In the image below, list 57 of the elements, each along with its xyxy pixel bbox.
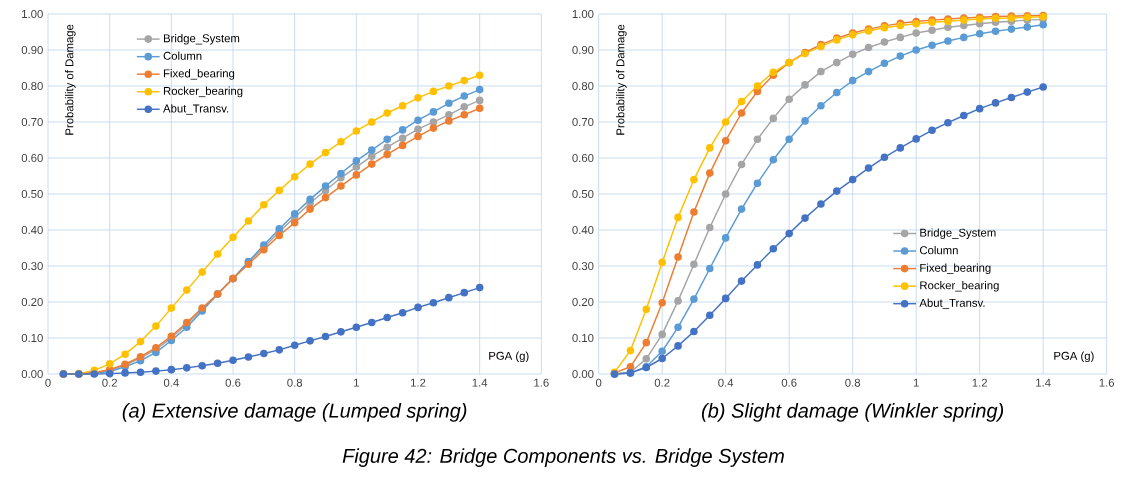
text: (a) Extensive damage (Lumped spring) [122,403,467,422]
y-tick-label: 0.40 [21,225,43,234]
legend-label: Column [919,245,958,255]
legend-label: Fixed_bearing [163,69,235,80]
x-tick-label: 1.6 [1099,378,1115,387]
y-tick-label: 0.80 [21,81,43,90]
x-tick-label: 0.8 [287,378,303,387]
text: Figure 42: Bridge Components vs. Bridge System [342,448,784,467]
text: (b) Slight damage (Winkler spring) [701,403,1004,422]
y-tick-label: 0.90 [572,45,594,54]
legend-label: Abut_Transv. [919,298,985,310]
y-tick-label: 0.20 [21,297,43,306]
y-tick-label: 1.00 [572,9,594,18]
y-tick-label: 0.50 [572,189,594,198]
legend-label: Rocker_bearing [163,86,243,98]
y-tick-label: 0.30 [572,261,594,270]
y-tick-label: 0.50 [21,189,43,198]
legend-label: Rocker_bearing [920,281,999,292]
legend-label: Bridge_System [920,228,996,239]
y-tick-label: 0.90 [21,45,43,54]
x-axis-title: PGA (g) [489,351,529,363]
x-tick-label: 0 [595,378,602,387]
y-tick-label: 0.30 [21,261,43,270]
y-tick-label: 0.40 [572,225,594,234]
x-tick-label: 0.8 [845,378,861,387]
legend-label: Abut_Transv. [163,104,229,115]
x-tick-label: 1.2 [972,378,987,387]
x-tick-label: 0.6 [781,378,797,387]
x-tick-label: 1.2 [410,378,426,387]
x-tick-label: 0 [45,378,51,387]
x-tick-label: 1.4 [472,378,488,387]
y-tick-label: 0.00 [572,369,594,378]
x-axis-title: PGA (g) [1054,351,1094,363]
y-tick-label: 0.60 [572,153,594,162]
legend-label: Column [163,51,202,60]
x-tick-label: 1.4 [1036,378,1051,387]
y-tick-label: 0.20 [572,297,594,306]
y-tick-label: 0.70 [21,117,43,126]
y-tick-label: 0.80 [572,81,594,90]
x-tick-label: 0.4 [718,378,734,387]
y-tick-label: 0.00 [21,369,43,378]
y-axis-title: Probability of Damage [616,24,627,135]
y-tick-label: 0.70 [572,117,594,126]
legend-label: Fixed_bearing [920,263,991,275]
y-tick-label: 0.10 [21,333,43,342]
legend-label: Bridge_System [163,33,240,45]
x-tick-label: 0.2 [102,378,117,387]
x-tick-label: 1 [913,378,919,387]
y-tick-label: 0.10 [572,333,594,342]
x-tick-label: 0.2 [654,378,670,387]
y-axis-title: Probability of Damage [65,24,76,135]
x-tick-label: 0.6 [225,378,241,387]
y-tick-label: 0.60 [21,153,43,162]
y-tick-label: 1.00 [22,9,43,18]
x-tick-label: 1.6 [534,378,549,387]
x-tick-label: 0.4 [163,378,179,387]
x-tick-label: 1 [354,378,359,387]
